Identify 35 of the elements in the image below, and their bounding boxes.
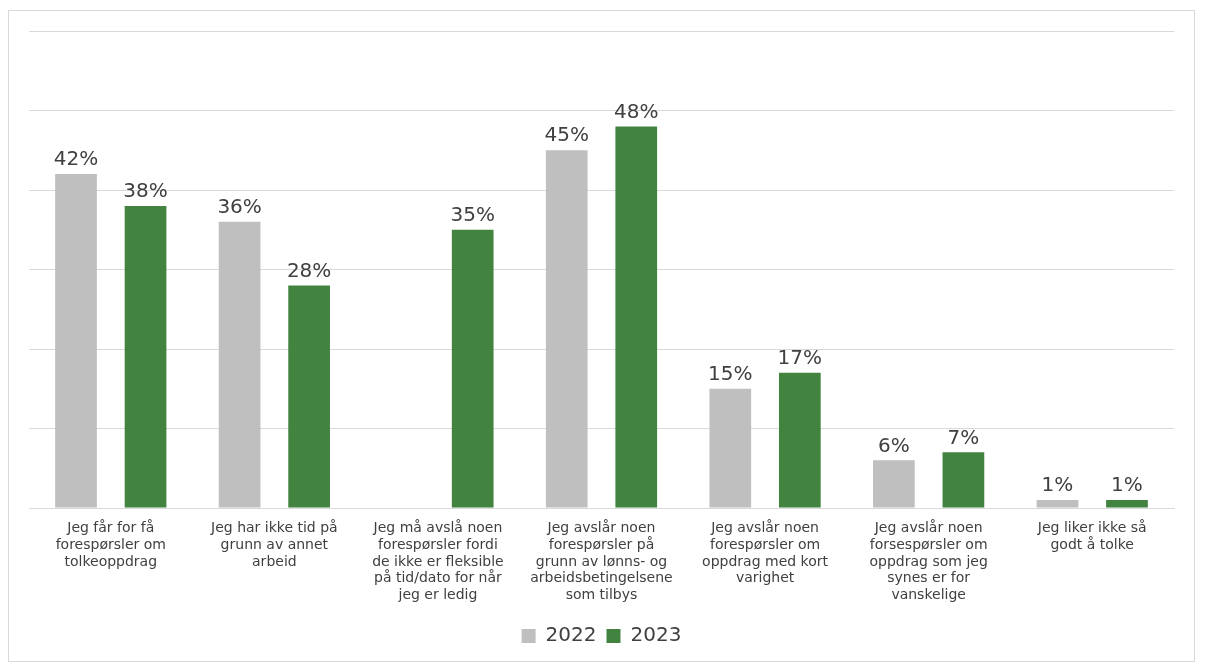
bar xyxy=(778,372,821,508)
bar xyxy=(942,452,985,508)
data-label: 6% xyxy=(878,432,910,457)
data-label: 7% xyxy=(947,424,980,449)
data-label: 17% xyxy=(777,345,823,370)
bar xyxy=(218,221,261,508)
x-tick-label: Jeg avslår noen forespørsler om oppdrag med kort varighet xyxy=(702,519,829,586)
bar xyxy=(1106,500,1148,508)
data-label: 35% xyxy=(450,201,495,226)
data-label: 1% xyxy=(1041,472,1074,497)
data-label: 45% xyxy=(544,122,589,147)
bar xyxy=(451,229,494,508)
x-tick-label: Jeg har ikke tid på grunn av annet arbeid xyxy=(210,519,338,569)
bar xyxy=(124,205,167,508)
data-label: 48% xyxy=(614,98,659,123)
legend-label: 2023 xyxy=(630,622,682,647)
data-label: 38% xyxy=(123,178,168,203)
data-label: 36% xyxy=(217,194,262,218)
bar xyxy=(1036,500,1079,508)
bar xyxy=(709,388,752,508)
x-tick-label: Jeg avslår noen forsespørsler om oppdrag som jeg synes er for vanskelige xyxy=(869,519,988,603)
bar xyxy=(873,460,915,508)
data-label: 15% xyxy=(708,360,753,385)
bar xyxy=(288,285,330,508)
x-tick-label: Jeg får for få forespørsler om tolkeoppdrag xyxy=(55,519,166,569)
bar xyxy=(545,150,588,508)
x-tick-label: Jeg avslår noen forespørsler på grunn av lønns- og arbeidsbetingelsene som tilbys xyxy=(530,519,673,603)
data-label: 28% xyxy=(286,257,332,282)
data-label: 1% xyxy=(1111,472,1143,497)
data-label: 42% xyxy=(53,146,99,171)
bar xyxy=(55,174,97,508)
x-tick-label: Jeg må avslå noen forespørsler fordi de ikke er fleksible på tid/dato for når jeg er ledig xyxy=(372,519,504,603)
legend-label: 2022 xyxy=(545,622,597,647)
bar xyxy=(615,126,658,508)
x-tick-label: Jeg liker ikke så godt å tolke xyxy=(1036,519,1147,552)
